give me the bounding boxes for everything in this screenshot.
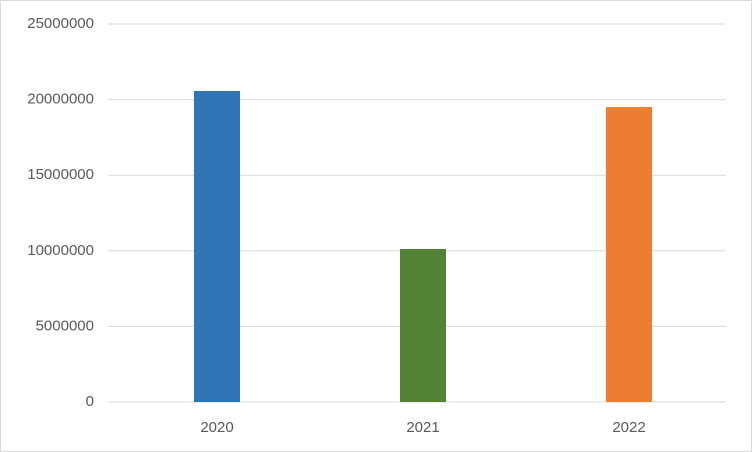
bar: [194, 90, 240, 402]
y-tick-label: 20000000: [27, 91, 94, 108]
x-tick-label: 2022: [612, 419, 645, 436]
x-tick-label: 2020: [200, 419, 233, 436]
y-tick-label: 0: [86, 393, 94, 410]
y-tick-label: 5000000: [36, 317, 94, 334]
x-tick-label: 2021: [406, 419, 439, 436]
y-tick-label: 10000000: [27, 242, 94, 259]
y-tick-label: 15000000: [27, 166, 94, 183]
bar: [606, 107, 652, 403]
bar: [400, 248, 446, 402]
y-tick-label: 25000000: [27, 15, 94, 32]
